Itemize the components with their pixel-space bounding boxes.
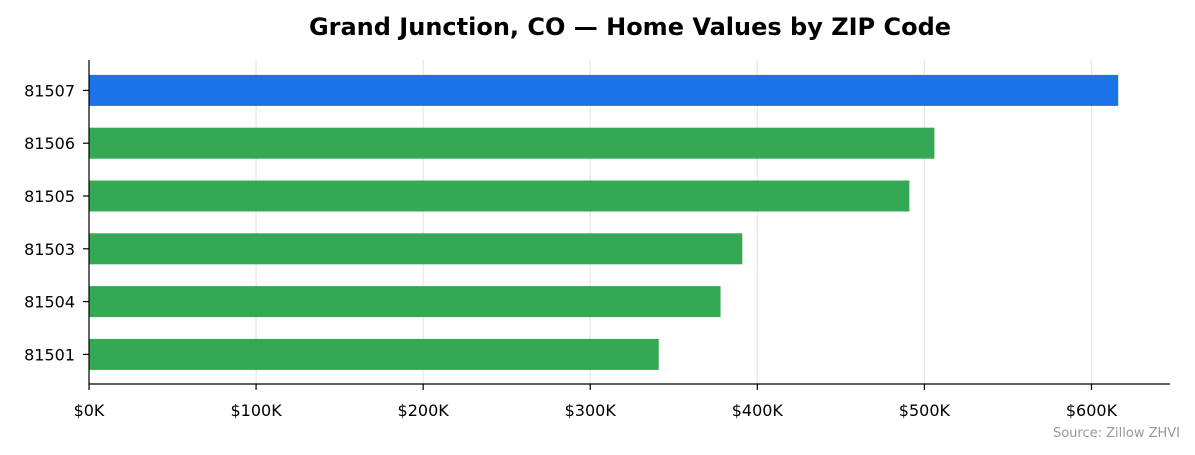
- x-tick-label: $300K: [565, 401, 617, 420]
- gridlines: [88, 60, 1093, 384]
- x-tick-label: $600K: [1066, 401, 1118, 420]
- x-tick-label: $200K: [398, 401, 450, 420]
- x-tick-label: $400K: [732, 401, 784, 420]
- bar-81505: [89, 180, 910, 212]
- x-axis-ticks: $0K $100K $200K $300K $400K $500K $600K: [74, 384, 1118, 420]
- y-tick-label: 81503: [24, 240, 75, 259]
- bar-81506: [89, 127, 935, 159]
- chart-title: Grand Junction, CO — Home Values by ZIP …: [309, 13, 951, 41]
- bar-81507: [89, 74, 1119, 106]
- y-tick-label: 81501: [24, 345, 75, 364]
- bar-81501: [89, 338, 659, 370]
- bar-81504: [89, 286, 721, 318]
- bar-81503: [89, 233, 743, 265]
- y-tick-label: 81505: [24, 187, 75, 206]
- x-tick-label: $500K: [899, 401, 951, 420]
- axes: [88, 60, 1170, 385]
- y-tick-label: 81506: [24, 134, 75, 153]
- x-tick-label: $0K: [74, 401, 105, 420]
- x-tick-label: $100K: [230, 401, 282, 420]
- bars: [89, 74, 1119, 370]
- source-note: Source: Zillow ZHVI: [1053, 426, 1180, 441]
- y-tick-label: 81504: [24, 293, 75, 312]
- y-axis-ticks: 81507 81506 81505 81503 81504 81501: [24, 81, 89, 364]
- y-tick-label: 81507: [24, 81, 75, 100]
